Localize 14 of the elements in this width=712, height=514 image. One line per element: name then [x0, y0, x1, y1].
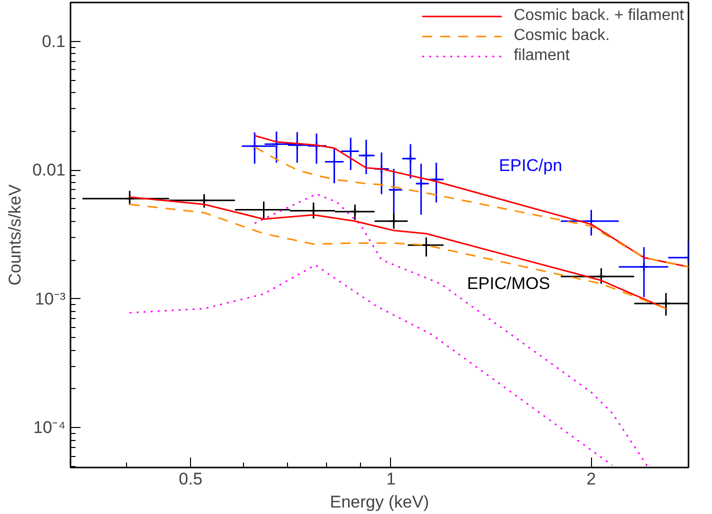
legend-label: Cosmic back. [514, 27, 610, 45]
y-tick-label: 10⁻³ [34, 289, 66, 308]
y-tick-label: 10⁻⁴ [33, 418, 66, 438]
y-tick-label: 0.01 [32, 160, 66, 180]
legend-label: filament [514, 47, 570, 65]
legend-label: Cosmic back. + filament [514, 7, 684, 25]
x-tick-label: 2 [586, 470, 596, 488]
x-tick-label: 1 [386, 470, 396, 488]
y-axis-title: Counts/s/keV [5, 184, 24, 286]
y-tick-label: 0.1 [42, 32, 66, 51]
annotation: EPIC/MOS [466, 274, 550, 293]
x-axis-title: Energy (keV) [330, 492, 430, 512]
x-tick-label: 0.5 [178, 470, 202, 488]
annotation: EPIC/pn [498, 156, 562, 175]
